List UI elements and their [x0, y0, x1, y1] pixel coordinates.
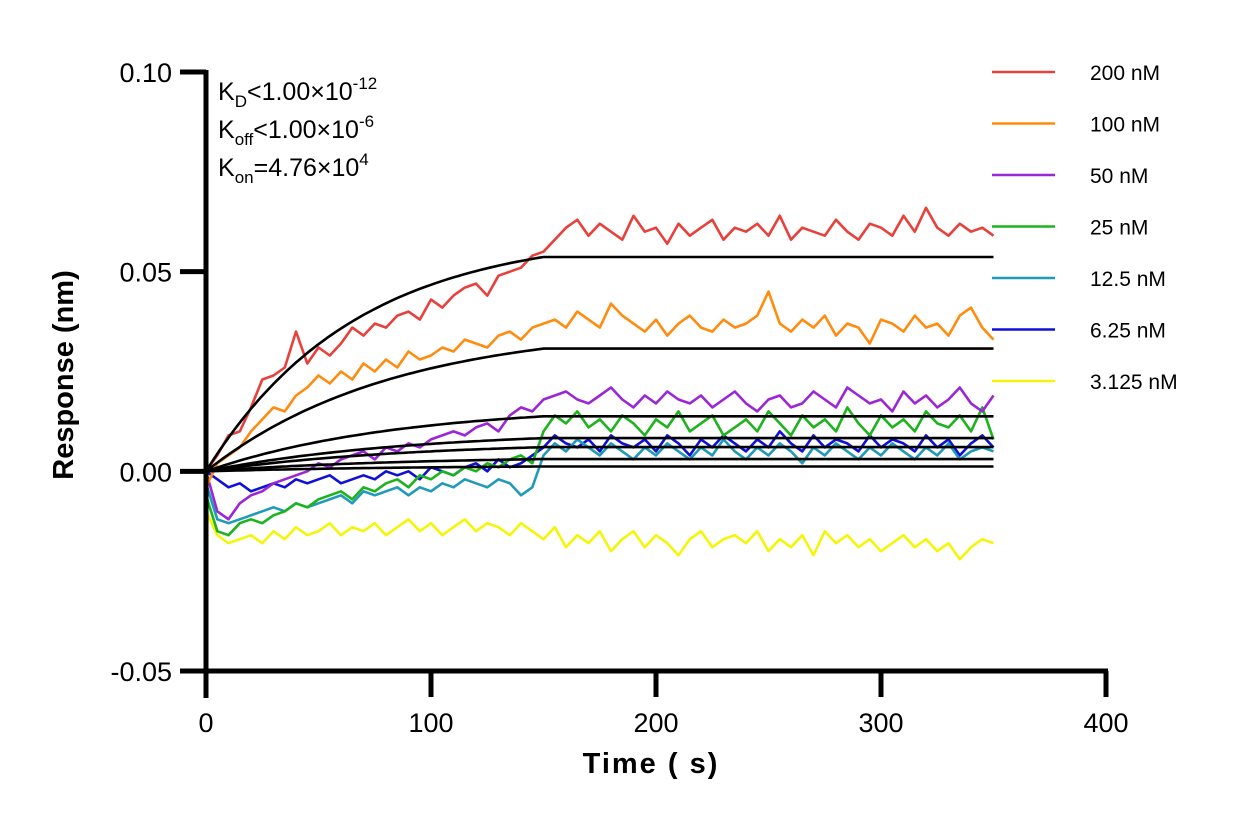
fit-50-nM	[205, 415, 994, 473]
x-tick-label: 400	[1083, 708, 1128, 738]
legend-label: 100 nM	[1090, 114, 1160, 137]
annotation-symbol: K	[218, 116, 235, 144]
fit-25-nM	[205, 436, 994, 473]
data-traces	[204, 206, 995, 561]
annotation-exponent: -12	[353, 74, 378, 93]
y-ticks: -0.05 0.00 0.05 0.10	[110, 58, 206, 687]
fit-200-nM	[204, 255, 994, 472]
legend-label: 3.125 nM	[1090, 371, 1178, 394]
trace-50-nM	[204, 386, 995, 521]
trace-100-nM	[204, 290, 995, 488]
fit-12_5-nM	[205, 465, 994, 473]
legend-label: 12.5 nM	[1090, 268, 1166, 291]
annotation-exponent: 4	[359, 150, 368, 169]
annotation-subscript: D	[235, 92, 247, 111]
legend-label: 6.25 nM	[1090, 320, 1166, 343]
annotation-value: 1.00×10	[262, 78, 353, 106]
fit-3_125-nM	[205, 457, 994, 473]
annotation-relation: =	[254, 154, 269, 182]
x-tick-label: 0	[198, 708, 213, 738]
fit-100-nM	[205, 347, 994, 473]
x-tick-label: 100	[408, 708, 453, 738]
annotation-koff: Koff<1.00×10-6	[218, 112, 374, 149]
annotation-value: 4.76×10	[268, 154, 359, 182]
legend-label: 50 nM	[1090, 165, 1148, 188]
annotation-symbol: K	[218, 78, 235, 106]
annotation-subscript: off	[235, 130, 254, 149]
annotation-relation: <	[253, 116, 268, 144]
y-tick-label: 0.10	[119, 58, 172, 88]
annotation-exponent: -6	[359, 112, 374, 131]
x-tick-label: 300	[858, 708, 903, 738]
annotation-value: 1.00×10	[268, 116, 359, 144]
fit-6_25-nM	[205, 445, 994, 473]
legend-label: 25 nM	[1090, 217, 1148, 240]
annotation-relation: <	[247, 78, 262, 106]
x-ticks: 0 100 200 300 400	[198, 671, 1129, 738]
y-tick-label: -0.05	[110, 657, 172, 687]
y-tick-label: 0.05	[119, 258, 172, 288]
y-axis-title: Response (nm)	[48, 270, 80, 479]
annotation-subscript: on	[235, 168, 254, 187]
trace-3_125-nM	[204, 510, 994, 561]
annotation-symbol: K	[218, 154, 235, 182]
trace-200-nM	[204, 206, 995, 473]
annotation-kon: Kon=4.76×104	[218, 150, 369, 187]
legend-label: 200 nM	[1090, 62, 1160, 85]
legend: 200 nM 100 nM 50 nM 25 nM 12.5 nM 6.25 nM 3.12…	[992, 62, 1178, 394]
x-tick-label: 200	[633, 708, 678, 738]
trace-25-nM	[204, 406, 995, 537]
x-axis-title: Time ( s)	[583, 748, 720, 780]
trace-12_5-nM	[204, 438, 994, 525]
annotation-kd: KD<1.00×10-12	[218, 74, 377, 111]
y-tick-label: 0.00	[119, 457, 172, 487]
fit-curves	[204, 255, 994, 473]
